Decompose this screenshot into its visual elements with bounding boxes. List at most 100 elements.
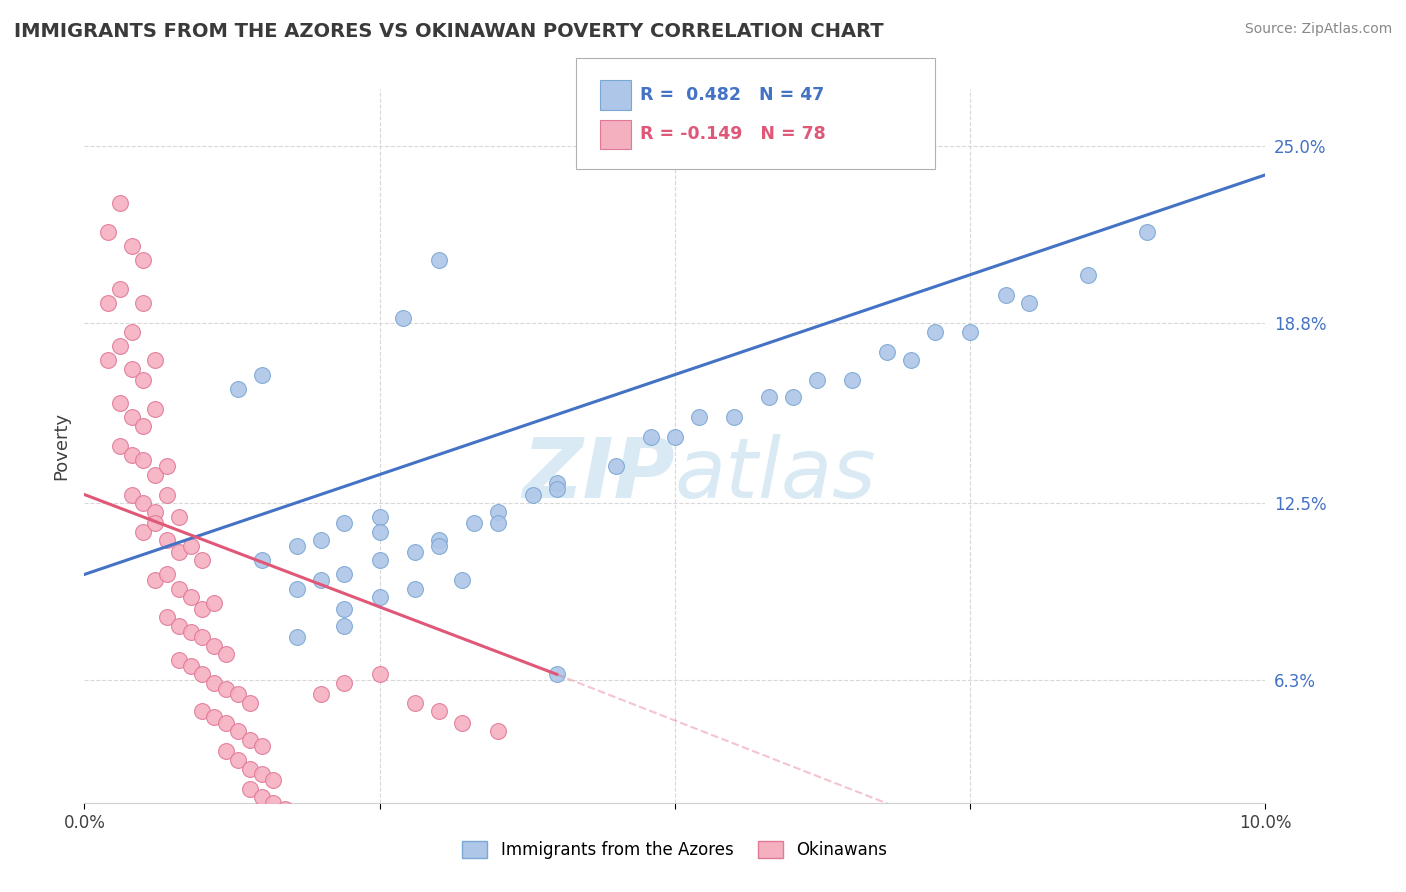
Text: R =  0.482   N = 47: R = 0.482 N = 47 <box>640 86 824 103</box>
Legend: Immigrants from the Azores, Okinawans: Immigrants from the Azores, Okinawans <box>456 834 894 866</box>
Point <box>108 282 131 296</box>
Point <box>180 624 202 639</box>
Point <box>97 225 120 239</box>
Point <box>143 467 166 482</box>
Point <box>156 458 179 473</box>
Point <box>522 487 544 501</box>
Point <box>226 724 249 739</box>
Y-axis label: Poverty: Poverty <box>52 412 70 480</box>
Point <box>368 667 391 681</box>
Point <box>640 430 662 444</box>
Point <box>215 715 238 730</box>
Point <box>108 439 131 453</box>
Point <box>132 453 155 467</box>
Point <box>202 639 225 653</box>
Point <box>97 296 120 310</box>
Point <box>250 790 273 805</box>
Point <box>688 410 710 425</box>
Point <box>262 796 284 810</box>
Point <box>215 744 238 758</box>
Point <box>167 619 190 633</box>
Point <box>333 567 356 582</box>
Point <box>239 781 262 796</box>
Point <box>546 476 568 491</box>
Point <box>546 667 568 681</box>
Point <box>121 448 143 462</box>
Point <box>132 524 155 539</box>
Point <box>191 553 214 567</box>
Point <box>180 539 202 553</box>
Point <box>427 253 450 268</box>
Text: Source: ZipAtlas.com: Source: ZipAtlas.com <box>1244 22 1392 37</box>
Point <box>121 487 143 501</box>
Point <box>333 601 356 615</box>
Point <box>121 410 143 425</box>
Point <box>427 539 450 553</box>
Point <box>876 344 898 359</box>
Point <box>132 419 155 434</box>
Point <box>285 810 308 824</box>
Point <box>333 676 356 690</box>
Point <box>1136 225 1159 239</box>
Point <box>427 533 450 548</box>
Point <box>180 591 202 605</box>
Point <box>132 296 155 310</box>
Text: IMMIGRANTS FROM THE AZORES VS OKINAWAN POVERTY CORRELATION CHART: IMMIGRANTS FROM THE AZORES VS OKINAWAN P… <box>14 22 884 41</box>
Point <box>108 196 131 211</box>
Point <box>368 524 391 539</box>
Point <box>486 505 509 519</box>
Point <box>132 253 155 268</box>
Point <box>97 353 120 368</box>
Point <box>1018 296 1040 310</box>
Point <box>215 681 238 696</box>
Point <box>215 648 238 662</box>
Point <box>404 696 426 710</box>
Point <box>132 496 155 510</box>
Point <box>180 658 202 673</box>
Point <box>262 772 284 787</box>
Point <box>285 582 308 596</box>
Point <box>250 739 273 753</box>
Point <box>121 362 143 376</box>
Point <box>463 516 485 530</box>
Point <box>202 596 225 610</box>
Point <box>924 325 946 339</box>
Point <box>226 753 249 767</box>
Point <box>274 801 297 815</box>
Text: ZIP: ZIP <box>522 434 675 515</box>
Point <box>994 287 1017 301</box>
Point <box>806 373 828 387</box>
Point <box>486 724 509 739</box>
Point <box>143 353 166 368</box>
Point <box>108 396 131 410</box>
Point <box>758 391 780 405</box>
Point <box>368 553 391 567</box>
Point <box>309 687 332 701</box>
Point <box>191 667 214 681</box>
Point <box>900 353 922 368</box>
Point <box>1077 268 1099 282</box>
Point <box>167 582 190 596</box>
Point <box>250 368 273 382</box>
Point <box>143 516 166 530</box>
Point <box>226 687 249 701</box>
Point <box>239 733 262 747</box>
Point <box>167 544 190 558</box>
Point <box>226 382 249 396</box>
Point <box>451 715 474 730</box>
Point <box>250 553 273 567</box>
Point <box>451 573 474 587</box>
Point <box>143 401 166 416</box>
Point <box>285 824 308 838</box>
Point <box>368 591 391 605</box>
Point <box>309 573 332 587</box>
Point <box>392 310 415 325</box>
Point <box>156 610 179 624</box>
Point <box>250 767 273 781</box>
Point <box>156 487 179 501</box>
Point <box>143 573 166 587</box>
Point <box>167 510 190 524</box>
Point <box>427 705 450 719</box>
Point <box>486 516 509 530</box>
Point <box>723 410 745 425</box>
